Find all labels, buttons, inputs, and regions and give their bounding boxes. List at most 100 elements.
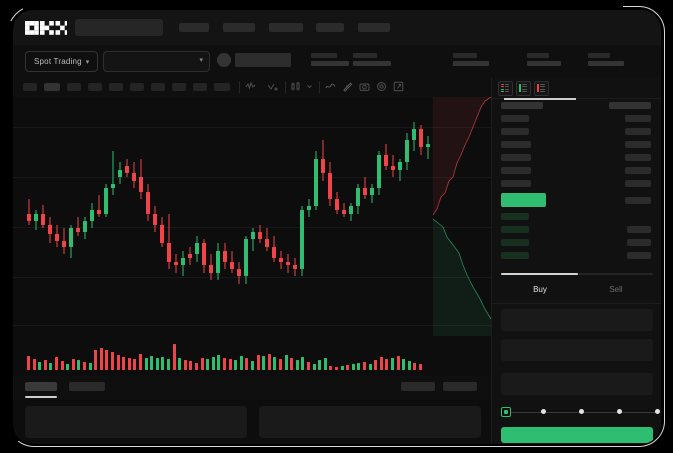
nav-item-2[interactable]: [223, 23, 255, 32]
slider-stop-100[interactable]: [655, 409, 660, 414]
bottom-tab-assets[interactable]: [401, 382, 435, 391]
trading-pair-select[interactable]: ▾: [103, 51, 210, 72]
okx-logo-icon[interactable]: [25, 21, 67, 35]
timeframe-4[interactable]: [88, 83, 102, 91]
chart-type-chevron-icon[interactable]: [306, 81, 313, 92]
tab-buy[interactable]: Buy: [533, 285, 547, 294]
timeframe-6[interactable]: [130, 83, 144, 91]
tab-sell[interactable]: Sell: [609, 285, 623, 294]
slider-handle[interactable]: [501, 407, 511, 417]
orderbook-layout-bids-icon[interactable]: [516, 81, 531, 96]
candle: [300, 97, 305, 297]
orderbook-ask-row[interactable]: [501, 180, 531, 187]
orderbook-layout-asks-icon[interactable]: [534, 81, 549, 96]
candle-type-icon[interactable]: [290, 81, 301, 92]
price-chart[interactable]: [13, 97, 491, 336]
snapshot-camera-icon[interactable]: [359, 81, 370, 92]
timeframe-2[interactable]: [44, 83, 60, 91]
volume-bar: [66, 364, 70, 370]
volume-bar: [407, 361, 411, 370]
timeframe-1[interactable]: [23, 83, 37, 91]
orderbook-bid-row[interactable]: [501, 213, 529, 220]
trade-tab-active-underline: [504, 98, 576, 100]
volume-bar: [116, 355, 120, 370]
stat-last-price: [311, 53, 349, 66]
spot-trading-dropdown[interactable]: Spot Trading ▾: [25, 51, 99, 72]
timeframe-3[interactable]: [67, 83, 81, 91]
volume-bar: [284, 355, 288, 370]
volume-bar: [200, 358, 204, 370]
order-book-rows[interactable]: [492, 98, 661, 270]
order-price-field[interactable]: [501, 309, 653, 331]
indicator-compare-icon[interactable]: [267, 81, 278, 92]
candle: [34, 97, 39, 297]
volume-bar: [195, 363, 198, 370]
candle: [258, 97, 263, 297]
candle: [195, 97, 200, 297]
slider-stop-50[interactable]: [579, 409, 584, 414]
bottom-tab-order-history[interactable]: [69, 382, 105, 391]
drawing-tools-icon[interactable]: [342, 81, 353, 92]
slider-stop-25[interactable]: [541, 409, 546, 414]
volume-bar: [335, 367, 338, 370]
orderbook-ask-row[interactable]: [501, 128, 529, 135]
orderbook-bid-row[interactable]: [501, 239, 529, 246]
candle: [209, 97, 214, 297]
bottom-tab-settings[interactable]: [443, 382, 477, 391]
orderbook-ask-row[interactable]: [501, 154, 531, 161]
orderbook-layout-both-icon[interactable]: [498, 81, 513, 96]
timeframe-9[interactable]: [193, 83, 207, 91]
order-total-field[interactable]: [501, 373, 653, 395]
volume-bar: [161, 357, 165, 370]
place-buy-order-button[interactable]: [501, 427, 653, 443]
timeframe-10[interactable]: [214, 83, 230, 91]
nav-item-3[interactable]: [269, 23, 303, 32]
candle: [62, 97, 67, 297]
bottom-panel-right[interactable]: [259, 406, 481, 438]
indicator-icon[interactable]: [245, 81, 256, 92]
volume-bar: [32, 359, 36, 370]
bottom-tab-open-orders[interactable]: [25, 382, 57, 391]
candlestick-series: [13, 97, 491, 297]
nav-item-4[interactable]: [316, 23, 344, 32]
timeframe-5[interactable]: [109, 83, 123, 91]
candle: [55, 97, 60, 297]
timeframe-8[interactable]: [172, 83, 186, 91]
line-chart-icon[interactable]: [325, 81, 336, 92]
bottom-panel-left[interactable]: [25, 406, 247, 438]
volume-bar: [189, 361, 193, 370]
volume-bar: [88, 363, 92, 370]
orderbook-ask-size: [625, 115, 651, 122]
volume-bar: [94, 350, 98, 370]
chart-gridline: [13, 127, 491, 128]
nav-item-1[interactable]: [179, 23, 209, 32]
order-amount-field[interactable]: [501, 339, 653, 361]
nav-item-5[interactable]: [358, 23, 390, 32]
candle: [314, 97, 319, 297]
chart-settings-icon[interactable]: [376, 81, 387, 92]
fullscreen-icon[interactable]: [393, 81, 404, 92]
orderbook-bid-row[interactable]: [501, 252, 529, 259]
pair-name-label: [235, 53, 291, 67]
candle: [342, 97, 347, 297]
volume-bar: [357, 363, 361, 370]
bottom-tab-bar: [13, 376, 491, 400]
chart-gridline: [13, 277, 491, 278]
timeframe-7[interactable]: [151, 83, 165, 91]
slider-stop-75[interactable]: [617, 409, 622, 414]
volume-bar: [273, 357, 277, 370]
orderbook-ask-row[interactable]: [501, 141, 531, 148]
volume-bar: [307, 362, 310, 370]
candle: [202, 97, 207, 297]
amount-slider[interactable]: [501, 407, 661, 417]
orderbook-ask-row[interactable]: [501, 115, 529, 122]
orderbook-ask-row[interactable]: [501, 167, 531, 174]
toolbar-divider: [285, 81, 286, 93]
global-search-input[interactable]: [75, 19, 163, 36]
orderbook-scrollbar-thumb[interactable]: [501, 273, 578, 275]
candle: [41, 97, 46, 297]
volume-bar: [150, 356, 154, 370]
volume-bar: [290, 358, 294, 370]
candle: [132, 97, 137, 297]
orderbook-bid-row[interactable]: [501, 226, 529, 233]
